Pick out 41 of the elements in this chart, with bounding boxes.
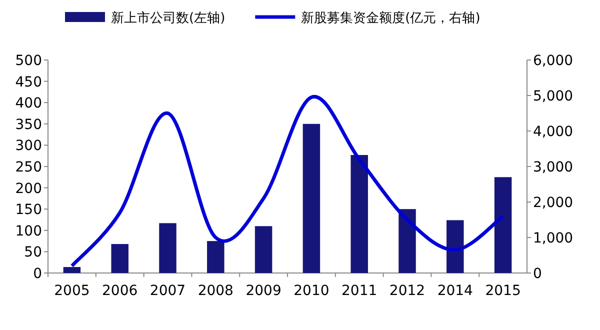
bar (159, 223, 176, 273)
y-tick-label: 500 (15, 53, 42, 69)
x-tick-label: 2007 (150, 283, 186, 299)
y-tick-label: 300 (15, 138, 42, 154)
x-tick-label: 2009 (246, 283, 282, 299)
bar (398, 209, 416, 273)
bar (111, 244, 128, 273)
y-tick-label: 50 (24, 244, 42, 261)
x-tick-label: 2012 (389, 283, 426, 299)
bar (494, 177, 512, 273)
bar (63, 267, 81, 273)
y2-tick-label: 2,000 (533, 195, 574, 211)
x-tick-label: 2014 (437, 283, 474, 299)
x-tick-label: 2011 (342, 283, 378, 299)
x-tick-label: 2010 (294, 283, 330, 299)
x-tick-label: 2008 (198, 283, 234, 299)
legend-label: 新股募集资金额度(亿元，右轴) (301, 10, 480, 26)
legend-label: 新上市公司数(左轴) (111, 11, 226, 26)
bar (254, 226, 272, 273)
y-tick-label: 200 (15, 180, 42, 197)
y-tick-label: 400 (15, 96, 42, 112)
y-tick-label: 350 (15, 116, 42, 133)
bar (207, 241, 224, 273)
y-tick-label: 150 (15, 202, 42, 218)
y2-tick-label: 1,000 (533, 230, 574, 246)
y2-tick-label: 0 (533, 266, 542, 282)
y-tick-label: 250 (15, 160, 42, 176)
x-tick-label: 2015 (485, 283, 521, 299)
bar (302, 124, 320, 273)
y2-tick-label: 6,000 (533, 53, 574, 69)
x-tick-label: 2006 (102, 283, 138, 299)
y2-tick-label: 3,000 (533, 160, 574, 176)
line-series (70, 96, 505, 268)
y-tick-label: 100 (15, 223, 42, 240)
y2-tick-label: 5,000 (533, 88, 574, 104)
y-tick-label: 450 (15, 74, 42, 90)
y-tick-label: 0 (33, 266, 42, 282)
y2-tick-label: 4,000 (533, 124, 574, 140)
bar (350, 155, 368, 273)
x-tick-label: 2005 (54, 283, 90, 299)
bar (446, 220, 464, 273)
